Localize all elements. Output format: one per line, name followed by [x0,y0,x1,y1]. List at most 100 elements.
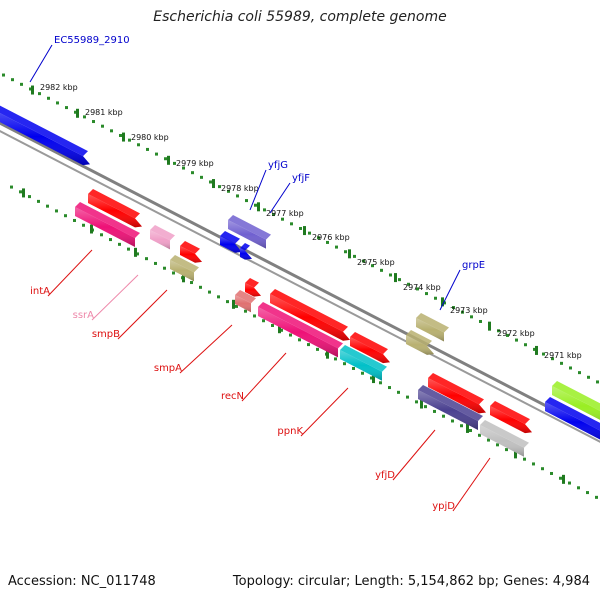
tick-dot [461,310,464,314]
tick-dot [370,376,373,380]
tick-dot [262,319,265,323]
gene-glyph [88,189,142,228]
tick-dot [595,495,598,499]
major-tick-mark [90,224,93,234]
tick-dot [487,438,490,442]
tick-dot [47,96,50,100]
backbone-line-outer [0,121,600,436]
tick-dot [532,462,535,466]
tick-dot [380,268,383,272]
tick-dot [434,296,437,300]
tick-dot [335,245,338,249]
tick-dot [172,271,175,275]
gene-leader-line [392,429,436,481]
gene-leader-line [179,324,233,374]
major-tick-mark [212,179,215,189]
tick-dot [362,259,365,263]
tick-label: 2977 kbp [266,209,304,218]
tick-dot [109,238,112,242]
tick-dot [425,292,428,296]
gene-glyph [228,215,271,249]
backbone-line-inner [0,130,600,443]
tick-dot [505,448,508,452]
tick-dot [506,333,509,337]
tick-label: 2978 kbp [221,184,259,193]
gene-glyph [258,302,343,358]
tick-dot [334,357,337,361]
gene-label: EC55989_2910 [54,35,130,46]
tick-dot [398,278,401,282]
tick-dot [56,101,59,105]
tick-dot [254,203,257,207]
tick-dot [460,424,463,428]
tick-dot [101,124,104,128]
tick-dot [2,73,5,77]
gene-glyph [545,397,600,440]
tick-dot [559,476,562,480]
gene-label: recN [221,391,244,402]
tick-dot [65,106,68,110]
tick-label: 2976 kbp [312,233,350,242]
major-tick-mark [278,324,281,334]
tick-dot [64,214,67,218]
tick-dot [11,78,14,82]
tick-dot [272,213,275,217]
tick-dot [587,375,590,379]
tick-dot [470,315,473,319]
tick-dot [20,82,23,86]
tick-dot [406,395,409,399]
tick-dot [569,366,572,370]
tick-dot [388,386,391,390]
gene-glyph [418,385,483,431]
gene-glyph [490,401,532,434]
gene-glyph [270,289,350,341]
tick-dot [190,281,193,285]
tick-dot [577,486,580,490]
tick-dot [92,120,95,124]
tick-dot [298,338,301,342]
gene-leader-line [300,387,349,437]
gene-glyph [235,290,256,313]
major-tick-mark [466,423,469,433]
tick-label: 2979 kbp [176,159,214,168]
major-tick-mark [76,108,79,118]
gene-leader-line [241,352,287,402]
tick-dot [451,419,454,423]
gene-glyph [0,105,90,166]
gene-label: smpA [154,363,182,374]
tick-dot [469,429,472,433]
tick-dot [371,264,374,268]
genome-backbone [0,121,600,443]
gene-glyph [180,241,202,263]
tick-dot [28,195,31,199]
tick-dot [307,343,310,347]
gene-leader-line [452,457,491,512]
tick-dot [424,405,427,409]
tick-dot [479,319,482,323]
tick-dot [155,152,158,156]
tick-dot [326,240,329,244]
tick-dot [199,285,202,289]
gene-glyph [150,225,175,250]
major-tick-mark [441,297,444,307]
map-title: Escherichia coli 55989, complete genome [153,9,447,25]
major-tick-mark [394,273,397,283]
tick-dot [407,282,410,286]
tick-dot [290,222,293,226]
major-tick-mark [257,202,260,212]
gene-label: yfjF [292,173,310,184]
major-tick-mark [22,188,25,198]
tick-dot [317,236,320,240]
tick-dot [308,231,311,235]
tick-dot [353,254,356,258]
gene-glyph [245,278,261,297]
tick-label: 2972 kbp [497,329,535,338]
tick-dot [244,309,247,313]
gene-label: ppnK [277,426,303,437]
tick-dot [74,110,77,114]
gene-label: intA [30,286,50,297]
gene-glyph [416,313,449,342]
tick-dot [146,147,149,151]
gene-label: ssrA [73,310,95,321]
